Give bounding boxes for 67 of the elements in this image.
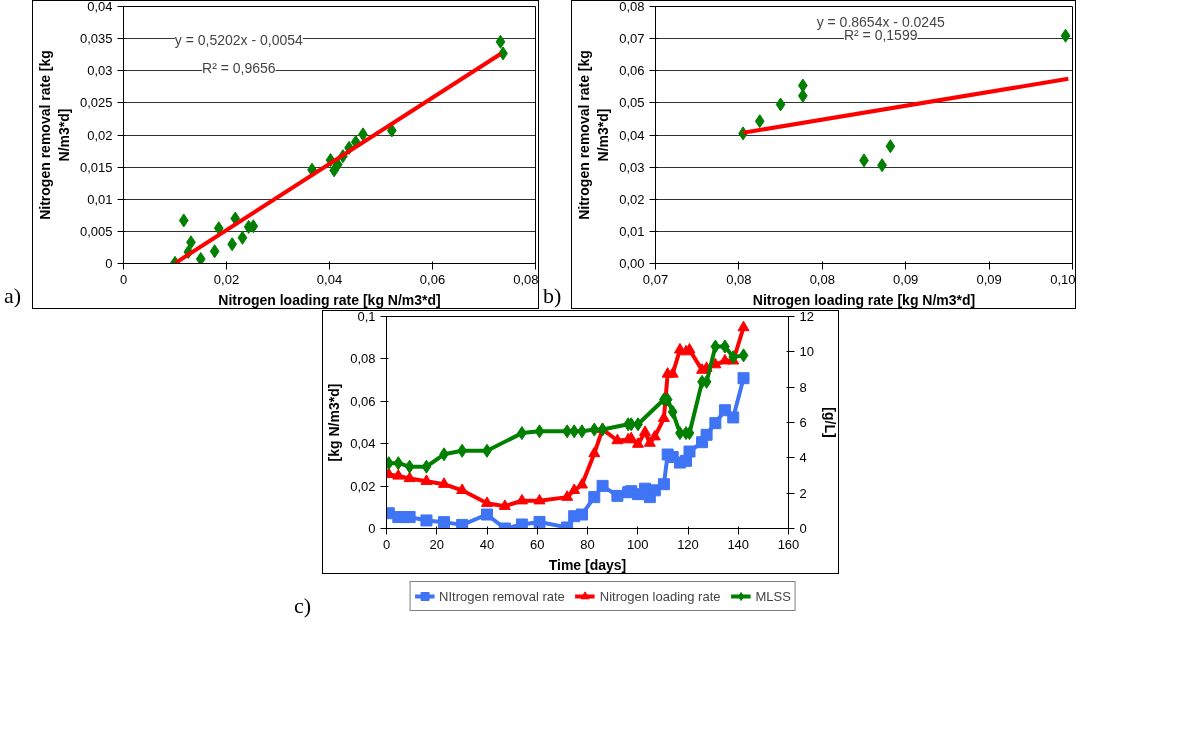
y-tick-label: 0,05 xyxy=(619,95,645,111)
y-axis-title: [kg N/m3*d] xyxy=(326,383,343,462)
y-tick-label: 0,025 xyxy=(79,95,113,111)
x-tick-label: 140 xyxy=(727,536,750,552)
y-tick-label: 0,04 xyxy=(619,127,645,143)
x-tick-label: 120 xyxy=(677,536,699,552)
x-tick-label: 0,10 xyxy=(1050,271,1076,287)
y-axis-title: Nitrogen removal rate [kg N/m3*d] xyxy=(576,50,612,220)
y2-tick-label: 4 xyxy=(799,450,807,466)
x-axis-title: Nitrogen loading rate [kg N/m3*d] xyxy=(752,291,976,308)
y2-tick-label: 6 xyxy=(799,415,807,430)
annotation: y = 0,5202x - 0,0054 xyxy=(174,31,304,48)
y-tick-label: 0,06 xyxy=(350,393,376,409)
x-tick-label: 0,09 xyxy=(976,271,1002,287)
annotation: R² = 0,1599 xyxy=(843,26,918,43)
y-tick-label: 0,04 xyxy=(350,436,376,452)
y-tick-label: 0 xyxy=(105,256,113,271)
x-tick-label: 0,09 xyxy=(893,271,919,287)
x-tick-label: 160 xyxy=(777,536,800,552)
x-tick-label: 0,08 xyxy=(809,271,835,287)
x-tick-label: 0,04 xyxy=(316,271,343,287)
y2-axis-title: [g/L] xyxy=(821,407,838,438)
y-tick-label: 0,00 xyxy=(619,256,645,271)
legend-label: Nitrogen loading rate xyxy=(599,588,721,604)
y2-tick-label: 12 xyxy=(799,309,814,324)
y2-tick-label: 2 xyxy=(799,485,807,501)
y-tick-label: 0,02 xyxy=(350,478,376,494)
annotation: R² = 0,9656 xyxy=(202,60,276,77)
y-tick-label: 0,03 xyxy=(619,159,645,175)
x-tick-label: 0 xyxy=(119,271,128,287)
y-tick-label: 0,07 xyxy=(619,31,645,47)
x-tick-label: 80 xyxy=(580,536,595,552)
legend-label: MLSS xyxy=(755,588,791,604)
y2-tick-label: 8 xyxy=(799,379,807,395)
y-tick-label: 0,02 xyxy=(87,127,113,143)
y-tick-label: 0,015 xyxy=(79,159,113,175)
x-tick-label: 0,08 xyxy=(513,271,539,287)
y-tick-label: 0,035 xyxy=(79,31,113,47)
x-axis-title: Nitrogen loading rate [kg N/m3*d] xyxy=(218,291,441,308)
x-tick-label: 0,07 xyxy=(642,271,669,287)
y-tick-label: 0,03 xyxy=(87,63,113,79)
x-tick-label: 40 xyxy=(479,536,495,552)
x-tick-label: 100 xyxy=(626,536,649,552)
y-tick-label: 0,08 xyxy=(350,351,376,367)
text: c) xyxy=(294,592,312,620)
legend-label: NItrogen removal rate xyxy=(439,588,565,604)
y-tick-label: 0,04 xyxy=(87,0,113,14)
y2-tick-label: 0 xyxy=(799,521,807,536)
x-tick-label: 0 xyxy=(382,536,391,552)
x-tick-label: 0,02 xyxy=(213,271,240,287)
text: b) xyxy=(543,282,562,310)
x-tick-label: 60 xyxy=(530,536,545,552)
x-axis-title: Time [days] xyxy=(548,556,627,573)
y-tick-label: 0 xyxy=(368,521,376,536)
y-tick-label: 0,1 xyxy=(357,309,376,324)
x-tick-label: 0,08 xyxy=(726,271,752,287)
text: a) xyxy=(4,282,22,310)
y2-tick-label: 10 xyxy=(799,344,814,360)
x-tick-label: 20 xyxy=(429,536,444,552)
x-tick-label: 0,06 xyxy=(419,271,446,287)
y-tick-label: 0,01 xyxy=(619,223,645,239)
y-axis-title: Nitrogen removal rate [kg N/m3*d] xyxy=(36,50,72,220)
y-tick-label: 0,08 xyxy=(619,0,645,14)
y-tick-label: 0,02 xyxy=(619,191,645,207)
y-tick-label: 0,06 xyxy=(619,63,645,79)
y-tick-label: 0,01 xyxy=(87,191,113,207)
y-tick-label: 0,005 xyxy=(79,223,113,239)
